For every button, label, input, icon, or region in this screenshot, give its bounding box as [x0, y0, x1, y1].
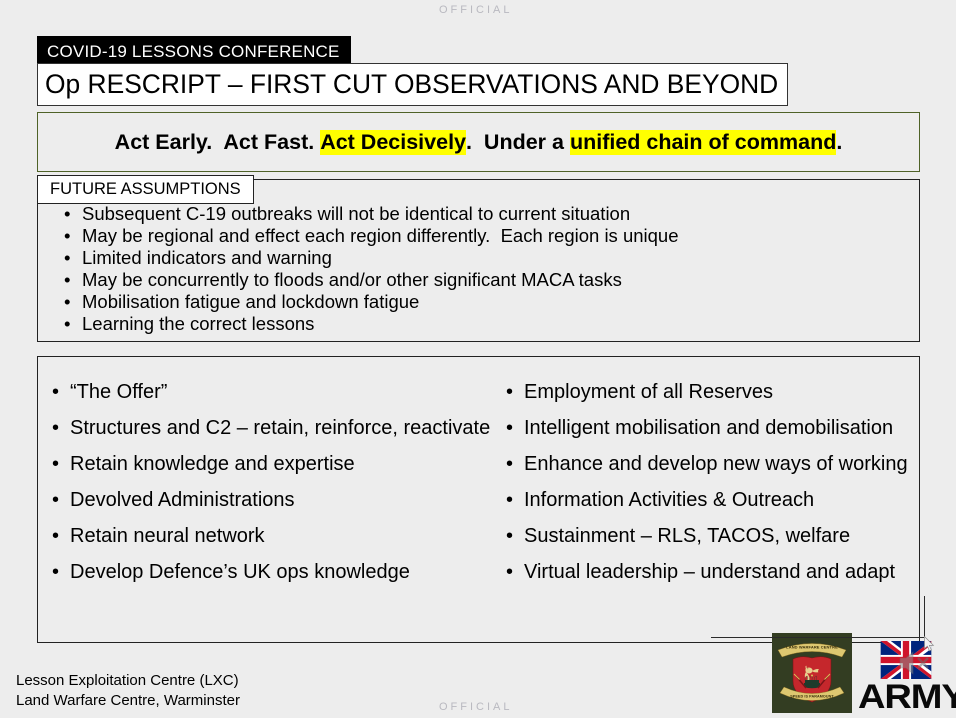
svg-text:LAND WARFARE CENTRE: LAND WARFARE CENTRE — [786, 645, 838, 650]
svg-text:SPEED IS PARAMOUNT: SPEED IS PARAMOUNT — [790, 695, 834, 699]
